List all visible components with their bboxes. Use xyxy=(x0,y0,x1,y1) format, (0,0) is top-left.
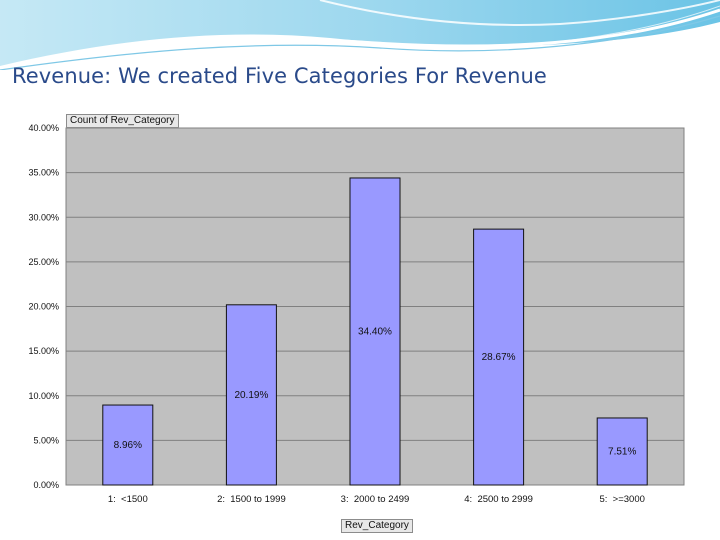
data-label: 20.19% xyxy=(234,390,268,401)
decorative-wave-banner xyxy=(0,0,720,70)
count-field-button[interactable]: Count of Rev_Category xyxy=(66,114,179,128)
bar-1 xyxy=(102,404,154,486)
bar-3 xyxy=(349,177,401,486)
y-tick-label: 30.00% xyxy=(28,212,59,222)
x-tick-label: 2: 1500 to 1999 xyxy=(217,494,286,505)
y-axis-tick-labels: 0.00% 5.00% 10.00% 15.00% 20.00% 25.00% 30.00%… xyxy=(28,123,59,490)
y-tick-label: 25.00% xyxy=(28,257,59,267)
y-tick-label: 20.00% xyxy=(28,302,59,312)
y-tick-label: 40.00% xyxy=(28,123,59,133)
bars xyxy=(102,177,648,486)
slide-title: Revenue: We created Five Categories For … xyxy=(12,64,547,88)
x-axis-tick-labels: 1: <1500 2: 1500 to 1999 3: 2000 to 2499 4:… xyxy=(108,494,645,505)
y-tick-label: 15.00% xyxy=(28,346,59,356)
bar-4 xyxy=(473,228,525,486)
x-tick-label: 3: 2000 to 2499 xyxy=(341,494,410,505)
y-tick-label: 35.00% xyxy=(28,168,59,178)
x-tick-label: 4: 2500 to 2999 xyxy=(464,494,533,505)
data-label: 34.40% xyxy=(358,326,392,337)
data-label: 7.51% xyxy=(608,446,636,457)
data-label: 8.96% xyxy=(114,440,142,451)
bar-2 xyxy=(225,304,277,486)
y-tick-label: 0.00% xyxy=(33,480,59,490)
data-label: 28.67% xyxy=(482,352,516,363)
x-tick-label: 5: >=3000 xyxy=(599,494,644,505)
rev-category-field-button[interactable]: Rev_Category xyxy=(341,519,413,533)
bar-5 xyxy=(596,417,648,486)
y-tick-label: 10.00% xyxy=(28,391,59,401)
data-labels: 8.96% 20.19% 34.40% 28.67% 7.51% xyxy=(114,326,637,457)
y-tick-label: 5.00% xyxy=(33,435,59,445)
x-tick-label: 1: <1500 xyxy=(108,494,148,505)
